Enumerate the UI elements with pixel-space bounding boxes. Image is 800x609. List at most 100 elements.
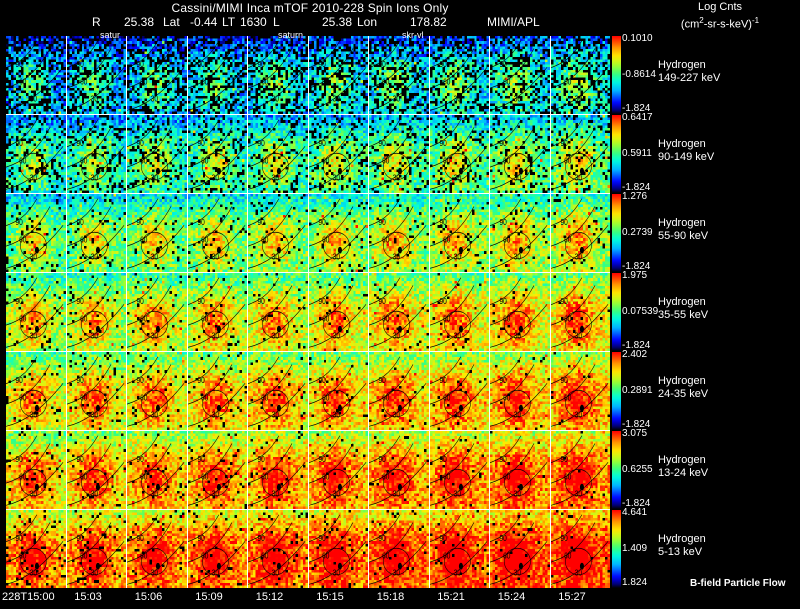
skymap-panel[interactable]: 90 60 30 xyxy=(66,431,126,509)
skymap-panel[interactable]: 90 60 30 xyxy=(429,36,489,114)
contour-line xyxy=(490,461,548,506)
colorbar-1[interactable] xyxy=(612,36,621,114)
skymap-panel[interactable]: 90 60 30 xyxy=(490,194,550,272)
planet-disc-marker xyxy=(34,404,39,412)
skymap-panel[interactable]: 90 60 30 xyxy=(6,510,66,588)
skymap-panel[interactable]: 90 60 30 xyxy=(490,352,550,430)
skymap-panel[interactable]: 90 60 30 xyxy=(429,510,489,588)
skymap-panel[interactable]: 90 60 30 xyxy=(550,510,610,588)
skymap-panel[interactable]: 90 60 30 xyxy=(369,115,429,193)
skymap-panel[interactable]: 90 60 30 xyxy=(550,431,610,509)
skymap-panel[interactable]: 90 60 30 xyxy=(127,194,187,272)
skymap-panel[interactable]: 90 60 30 xyxy=(6,36,66,114)
skymap-panel[interactable]: 90 60 30 xyxy=(429,115,489,193)
skymap-panel[interactable]: 90 60 30 xyxy=(127,36,187,114)
skymap-panel[interactable]: 90 60 30 xyxy=(308,510,368,588)
skymap-panel[interactable]: 90 60 30 xyxy=(127,115,187,193)
contour-line xyxy=(187,364,232,405)
skymap-panel[interactable]: 90 60 30 xyxy=(127,352,187,430)
contour-line xyxy=(187,382,245,427)
skymap-panel[interactable]: 90 60 30 xyxy=(66,194,126,272)
skymap-panel[interactable]: 90 60 30 xyxy=(6,431,66,509)
contour-label: 60 xyxy=(322,471,329,481)
skymap-panel[interactable]: 90 60 30 xyxy=(248,36,308,114)
contour-line xyxy=(429,364,474,405)
planet-disc-marker xyxy=(458,167,463,175)
skymap-panel[interactable]: 90 60 30 xyxy=(308,273,368,351)
skymap-panel[interactable]: 90 60 30 xyxy=(369,352,429,430)
skymap-panel[interactable]: 90 60 30 xyxy=(550,194,610,272)
skymap-panel[interactable]: 90 60 30 xyxy=(369,194,429,272)
contour-line xyxy=(66,198,98,227)
skymap-panel[interactable]: 90 60 30 xyxy=(66,352,126,430)
contour-line xyxy=(308,119,340,148)
skymap-panel[interactable]: 90 60 30 xyxy=(308,36,368,114)
skymap-panel[interactable]: 90 60 30 xyxy=(308,115,368,193)
skymap-panel[interactable]: 90 60 30 xyxy=(308,431,368,509)
skymap-panel[interactable]: 90 60 30 xyxy=(308,194,368,272)
skymap-panel[interactable]: 90 60 30 xyxy=(66,115,126,193)
colorbar-4[interactable] xyxy=(612,273,621,351)
contour-line xyxy=(429,522,474,563)
skymap-panel[interactable]: 90 60 30 xyxy=(6,115,66,193)
skymap-panel[interactable]: 90 60 30 xyxy=(369,431,429,509)
skymap-panel[interactable]: 90 60 30 xyxy=(187,510,247,588)
skymap-panel[interactable]: 90 60 30 xyxy=(66,273,126,351)
colorbar-7[interactable] xyxy=(612,510,621,588)
skymap-panel[interactable]: 90 60 30 xyxy=(550,352,610,430)
time-axis: 228T15:00 15:03 15:06 15:09 15:12 15:15 15:18 1… xyxy=(0,591,620,607)
skymap-panel[interactable]: 90 60 30 xyxy=(490,510,550,588)
skymap-panel[interactable]: 90 60 30 xyxy=(6,194,66,272)
contour-line xyxy=(6,435,38,464)
contour-line xyxy=(66,461,124,506)
skymap-panel[interactable]: 90 60 30 xyxy=(369,510,429,588)
contour-label: 30 xyxy=(272,252,279,262)
skymap-panel[interactable]: 90 60 30 xyxy=(127,431,187,509)
skymap-panel[interactable]: 90 60 30 xyxy=(490,115,550,193)
map-tag-skr-vl: skr-vl xyxy=(402,30,424,40)
colorbar-6[interactable] xyxy=(612,431,621,509)
skymap-panel[interactable]: 90 60 30 xyxy=(187,36,247,114)
contour-label: 60 xyxy=(140,234,147,244)
contour-label: 60 xyxy=(80,234,87,244)
skymap-panel[interactable]: 90 60 30 xyxy=(550,273,610,351)
skymap-panel[interactable]: 90 60 30 xyxy=(490,431,550,509)
skymap-panel[interactable]: 90 60 30 xyxy=(429,431,489,509)
skymap-panel[interactable]: 90 60 30 xyxy=(369,36,429,114)
skymap-panel[interactable]: 90 60 30 xyxy=(369,273,429,351)
skymap-panel[interactable]: 90 60 30 xyxy=(248,352,308,430)
skymap-panel[interactable]: 90 60 30 xyxy=(490,273,550,351)
skymap-panel[interactable]: 90 60 30 xyxy=(187,431,247,509)
skymap-panel[interactable]: 90 60 30 xyxy=(187,115,247,193)
contour-line xyxy=(308,443,353,484)
skymap-panel[interactable]: 90 60 30 xyxy=(248,194,308,272)
contour-line xyxy=(187,206,232,247)
skymap-panel[interactable]: 90 60 30 xyxy=(550,36,610,114)
skymap-panel[interactable]: 90 60 30 xyxy=(248,273,308,351)
skymap-panel[interactable]: 90 60 30 xyxy=(429,352,489,430)
skymap-panel[interactable]: 90 60 30 xyxy=(308,352,368,430)
colorbar-3[interactable] xyxy=(612,194,621,272)
skymap-panel[interactable]: 90 60 30 xyxy=(429,194,489,272)
time-tick-3: 15:06 xyxy=(134,591,163,603)
skymap-panel[interactable]: 90 60 30 xyxy=(248,115,308,193)
skymap-panel[interactable]: 90 60 30 xyxy=(248,431,308,509)
skymap-panel[interactable]: 90 60 30 xyxy=(187,273,247,351)
skymap-panel[interactable]: 90 60 30 xyxy=(66,36,126,114)
skymap-panel[interactable]: 90 60 30 xyxy=(127,510,187,588)
contour-label: 60 xyxy=(19,392,26,402)
colorbar-5[interactable] xyxy=(612,352,621,430)
contour-line xyxy=(490,48,535,89)
skymap-panel[interactable]: 90 60 30 xyxy=(66,510,126,588)
colorbar-2[interactable] xyxy=(612,115,621,193)
skymap-panel[interactable]: 90 60 30 xyxy=(248,510,308,588)
skymap-panel[interactable]: 90 60 30 xyxy=(429,273,489,351)
skymap-panel[interactable]: 90 60 30 xyxy=(6,352,66,430)
skymap-panel[interactable]: 90 60 30 xyxy=(187,352,247,430)
skymap-panel[interactable]: 90 60 30 xyxy=(6,273,66,351)
skymap-panel[interactable]: 90 60 30 xyxy=(550,115,610,193)
skymap-panel[interactable]: 90 60 30 xyxy=(127,273,187,351)
skymap-panel[interactable]: 90 60 30 xyxy=(490,36,550,114)
skymap-panel[interactable]: 90 60 30 xyxy=(187,194,247,272)
